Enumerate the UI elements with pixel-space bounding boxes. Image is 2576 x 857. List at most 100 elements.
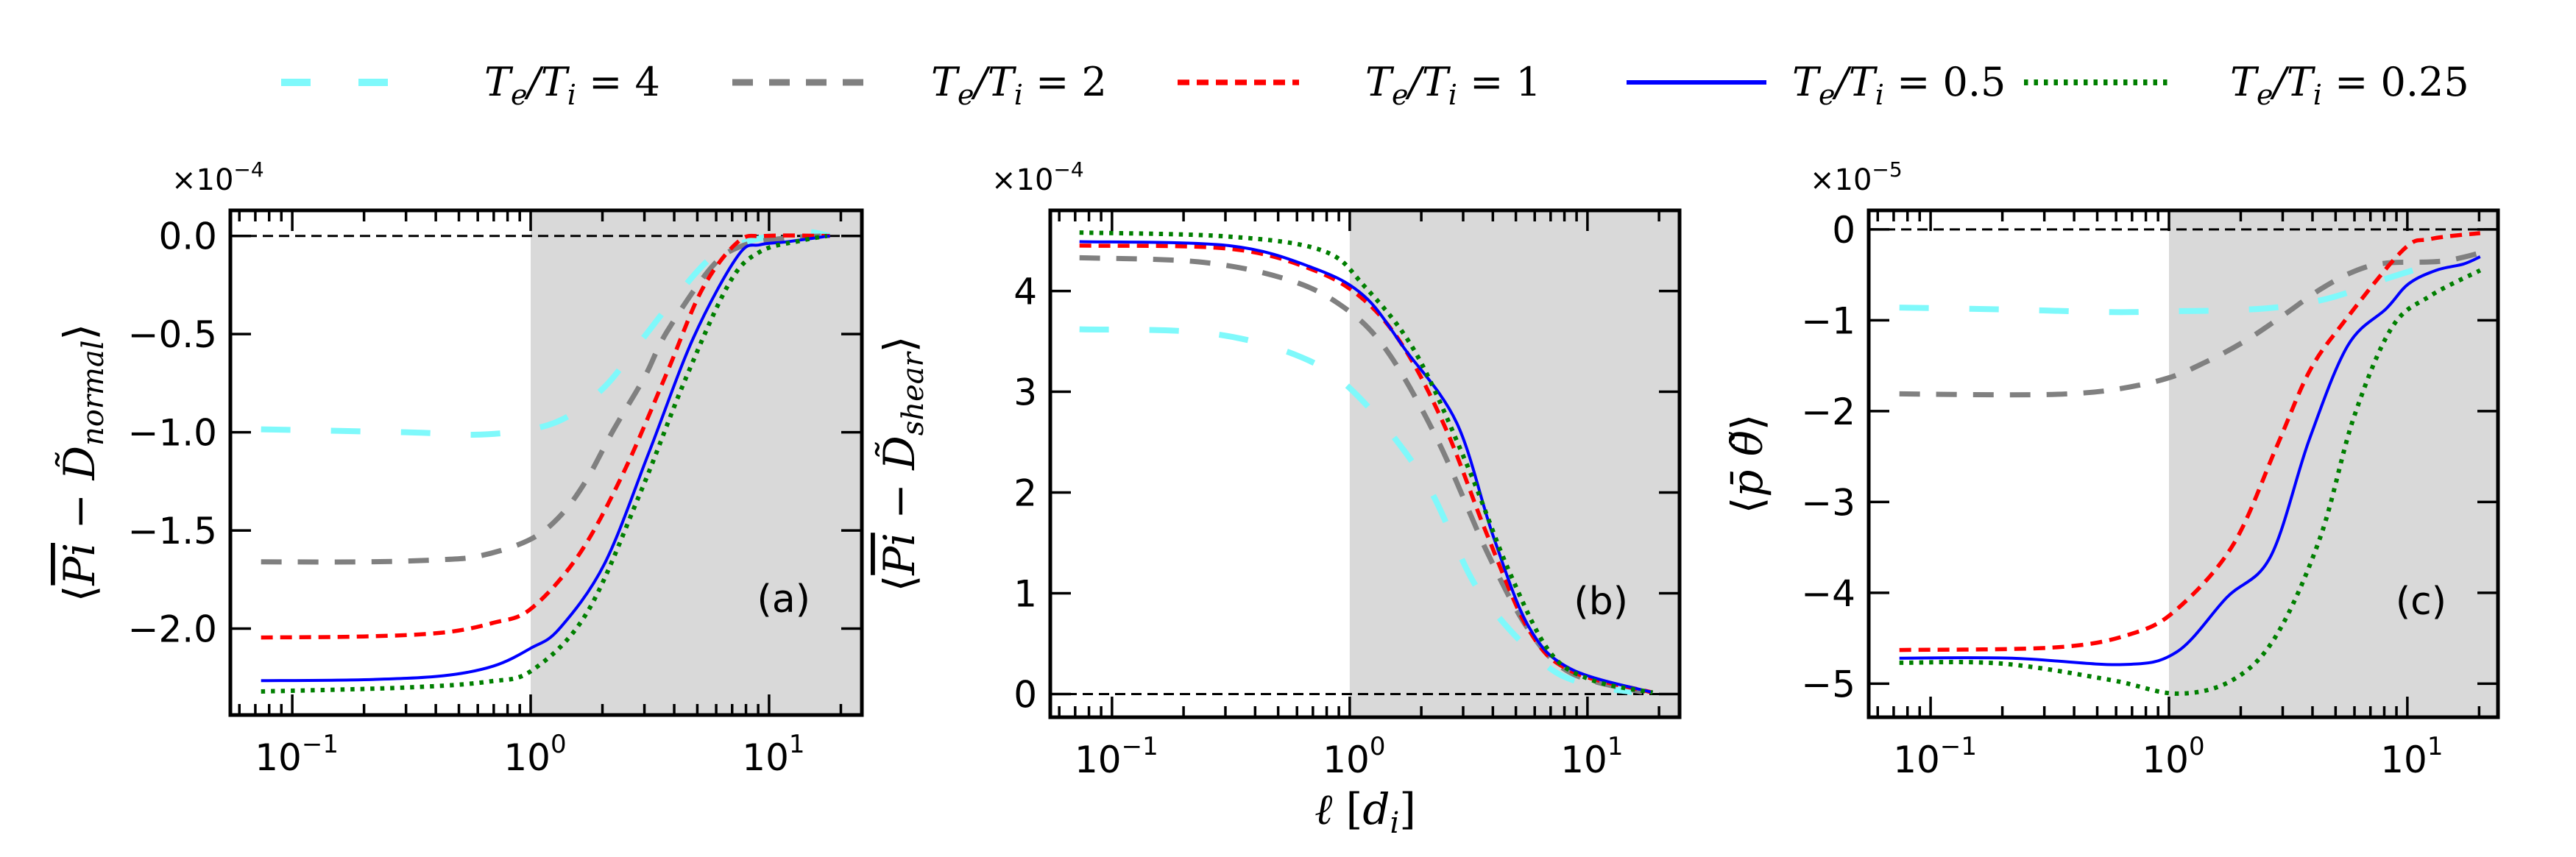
- legend-T: T: [2230, 59, 2260, 105]
- xlabel-ell: ℓ: [1314, 784, 1332, 834]
- series-line-dotted: [1079, 230, 1653, 695]
- shaded-region: [1349, 210, 1680, 717]
- legend-T: T: [1365, 59, 1395, 105]
- series-line-solid: [261, 234, 830, 683]
- shared-x-axis-label: ℓ [di]: [1314, 784, 1416, 840]
- series-line-short-dash: [1079, 243, 1654, 695]
- ylabel-d: D̃: [874, 435, 924, 471]
- legend-sub: e: [511, 79, 528, 111]
- legend-T: T: [484, 59, 514, 105]
- x-tick-exponent: 0: [1370, 732, 1386, 761]
- panel-a: 10−1 100 1010.0−0.5−1.0−1.5−2.0×10−4(a)⟨Pi…: [54, 157, 864, 779]
- multiplier-base: ×10: [991, 163, 1053, 197]
- legend-entry: Te/Ti = 2: [732, 59, 1107, 111]
- ylabel-pi: Pi: [874, 533, 924, 576]
- legend-label: Te/Ti = 0.5: [1792, 59, 2006, 111]
- series-group: [261, 229, 831, 694]
- multiplier-base: ×10: [1810, 163, 1872, 197]
- y-tick-label: −4: [1801, 572, 1855, 615]
- x-tick-label: 100: [503, 730, 566, 779]
- x-tick-base: 10: [2380, 739, 2427, 781]
- ylabel-d: D̃: [54, 446, 105, 481]
- legend-sub: e: [1819, 79, 1836, 111]
- multiplier-base: ×10: [171, 163, 233, 197]
- x-tick-exponent: 0: [2189, 732, 2205, 761]
- y-tick-label: −5: [1801, 663, 1855, 705]
- legend-sub: i: [2313, 79, 2322, 111]
- legend-entry: Te/Ti = 1: [1178, 59, 1541, 111]
- multiplier-exponent: −4: [233, 157, 263, 182]
- axes-frame: [1048, 208, 1682, 719]
- shaded-region: [531, 210, 862, 715]
- legend-sub: i: [567, 79, 576, 111]
- x-tick-exponent: 1: [2427, 732, 2444, 761]
- ylabel-close: ⟩: [1722, 414, 1772, 431]
- ylabel-pi: Pi: [54, 543, 105, 586]
- ylabel-theta: θ̃: [1722, 430, 1772, 456]
- y-tick-label: −0.5: [128, 313, 217, 356]
- ylabel-open: ⟨: [874, 575, 924, 592]
- x-tick-label: 10−1: [1893, 732, 1977, 781]
- multiplier-exponent: −4: [1053, 157, 1083, 182]
- legend-sub: i: [1875, 79, 1884, 111]
- legend-mid: /T: [1405, 59, 1451, 105]
- ylabel-space: [1722, 456, 1772, 469]
- legend: Te/Ti = 4 Te/Ti = 2 Te/Ti = 1 Te/Ti = 0.5 Te…: [281, 59, 2469, 111]
- series-line-dash: [261, 233, 830, 565]
- x-tick-exponent: 0: [551, 730, 567, 759]
- legend-sub: e: [2257, 79, 2274, 111]
- multiplier-exponent: −5: [1872, 157, 1902, 182]
- xlabel-sub: i: [1390, 806, 1399, 840]
- xlabel-close: ]: [1399, 784, 1416, 834]
- ylabel-sub: normal: [77, 340, 110, 446]
- panels: 10−1 100 1010.0−0.5−1.0−1.5−2.0×10−4(a)⟨Pi…: [54, 157, 2500, 781]
- panel-tag: (b): [1574, 580, 1628, 624]
- x-tick-exponent: −1: [302, 730, 339, 759]
- legend-value: = 0.25: [2322, 59, 2469, 105]
- axes-frame: [228, 208, 864, 717]
- y-tick-label: −1.0: [128, 412, 217, 455]
- x-tick-base: 10: [2142, 739, 2189, 781]
- series-line-short-dash: [261, 233, 830, 640]
- series-line-dotted: [1899, 268, 2482, 696]
- x-tick-label: 10−1: [1075, 732, 1158, 781]
- series-line-long-dash: [261, 229, 831, 438]
- axes-frame: [1866, 208, 2500, 719]
- y-tick-label: 2: [1013, 472, 1037, 515]
- x-tick-base: 10: [1075, 739, 1122, 781]
- x-tick-label: 10−1: [255, 730, 339, 779]
- y-tick-label: −2.0: [128, 608, 217, 651]
- legend-value: = 2: [1023, 59, 1107, 105]
- legend-T: T: [931, 59, 960, 105]
- series-line-solid: [1899, 255, 2481, 666]
- ylabel-p: p̄: [1722, 470, 1772, 497]
- legend-value: = 4: [576, 59, 660, 105]
- legend-entry: Te/Ti = 0.5: [1627, 59, 2006, 111]
- y-tick-label: 0: [1832, 209, 1855, 252]
- legend-mid: /T: [971, 59, 1017, 105]
- ylabel-open: ⟨: [54, 586, 105, 602]
- x-tick-base: 10: [255, 736, 302, 779]
- x-tick-base: 10: [1323, 739, 1370, 781]
- ylabel-close: ⟩: [54, 324, 105, 341]
- series-group: [1899, 231, 2482, 696]
- ylabel-minus: −: [54, 480, 105, 543]
- y-tick-label: 1: [1013, 573, 1037, 616]
- legend-sub: e: [958, 79, 974, 111]
- panel-tag: (a): [757, 577, 810, 622]
- legend-value: = 1: [1457, 59, 1541, 105]
- legend-label: Te/Ti = 2: [931, 59, 1107, 111]
- x-tick-label: 100: [1323, 732, 1385, 781]
- x-tick-exponent: −1: [1940, 732, 1977, 761]
- xlabel-open: [: [1332, 784, 1362, 834]
- x-tick-exponent: 1: [1607, 732, 1624, 761]
- legend-value: = 0.5: [1884, 59, 2006, 105]
- axis-multiplier: ×10−4: [991, 157, 1084, 197]
- x-tick-base: 10: [742, 736, 789, 779]
- legend-label: Te/Ti = 0.25: [2230, 59, 2469, 111]
- x-tick-exponent: −1: [1122, 732, 1158, 761]
- x-tick-label: 101: [742, 730, 804, 779]
- y-tick-label: −3: [1801, 481, 1855, 524]
- x-tick-base: 10: [503, 736, 551, 779]
